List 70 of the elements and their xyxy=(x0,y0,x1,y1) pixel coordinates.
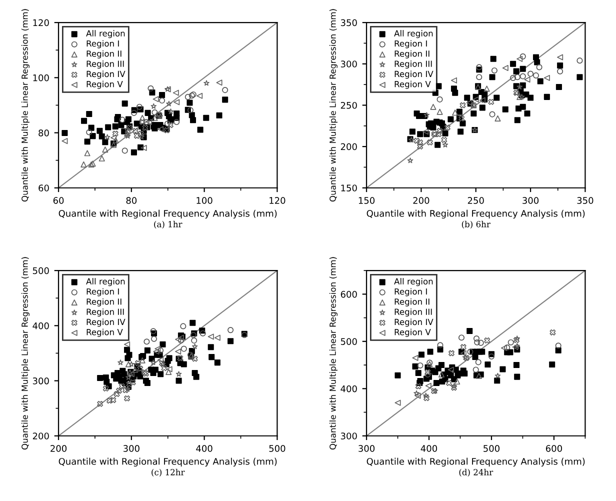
legend-label: Region V xyxy=(86,328,123,337)
y-axis-title: Quantile with Multiple Linear Regression (mm) xyxy=(329,257,338,450)
x-tick-label: 80 xyxy=(126,197,137,204)
legend-label: Region III xyxy=(394,308,432,317)
legend-label: Region V xyxy=(86,80,123,89)
x-axis-title: Quantile with Regional Frequency Analysis (mm) xyxy=(58,458,277,467)
x-axis-title: Quantile with Regional Frequency Analysis (mm) xyxy=(366,210,585,219)
y-tick-label: 80 xyxy=(38,129,49,136)
legend-label: Region III xyxy=(86,60,124,69)
text: (a) 1hr xyxy=(154,220,182,229)
legend-label: Region I xyxy=(394,40,427,48)
y-axis-title: Quantile with Multiple Linear Regression (mm) xyxy=(21,9,30,202)
y-tick-label: 500 xyxy=(340,338,357,345)
y-tick-label: 500 xyxy=(32,267,49,274)
x-tick-label: 350 xyxy=(577,197,594,204)
legend-label: Region II xyxy=(86,298,122,306)
y-tick-label: 300 xyxy=(32,377,49,384)
legend-label: Region I xyxy=(86,288,119,296)
y-tick-label: 400 xyxy=(32,322,49,330)
legend-label: Region III xyxy=(86,308,124,317)
legend-label: All region xyxy=(394,278,433,286)
legend-label: Region II xyxy=(394,50,430,58)
legend-label: Region II xyxy=(394,298,430,306)
y-tick-label: 300 xyxy=(340,60,357,68)
legend-label: All region xyxy=(394,30,433,38)
y-tick-label: 350 xyxy=(340,19,357,26)
x-tick-label: 250 xyxy=(468,197,484,204)
y-tick-label: 300 xyxy=(340,432,357,440)
x-tick-label: 400 xyxy=(420,445,438,452)
x-tick-label: 200 xyxy=(413,197,430,204)
legend-label: Region III xyxy=(394,60,432,69)
x-axis-title: Quantile with Regional Frequency Analysis (mm) xyxy=(58,210,277,219)
legend-label: Region IV xyxy=(86,318,126,327)
legend-label: Region II xyxy=(86,50,122,58)
x-tick-label: 120 xyxy=(270,197,286,204)
legend-label: All region xyxy=(86,30,125,38)
x-tick-label: 300 xyxy=(522,197,539,204)
legend-label: Region IV xyxy=(394,70,434,79)
y-tick-label: 150 xyxy=(341,184,357,192)
y-tick-label: 200 xyxy=(340,143,357,150)
y-tick-label: 400 xyxy=(340,385,357,392)
legend-label: Region V xyxy=(394,328,431,337)
x-tick-label: 60 xyxy=(53,197,64,204)
legend-label: Region I xyxy=(394,288,427,296)
x-tick-label: 500 xyxy=(269,445,286,452)
x-tick-label: 400 xyxy=(196,445,212,452)
y-axis-title: Quantile with Multiple Linear Regression (mm) xyxy=(21,257,30,450)
legend-label: Region I xyxy=(86,40,119,48)
y-tick-label: 100 xyxy=(33,74,49,82)
x-tick-label: 300 xyxy=(123,445,140,452)
x-tick-label: 200 xyxy=(50,445,67,452)
x-tick-label: 500 xyxy=(484,445,500,452)
legend-label: Region V xyxy=(394,80,431,89)
x-tick-label: 300 xyxy=(358,445,375,452)
x-tick-label: 600 xyxy=(546,445,562,452)
x-tick-label: 100 xyxy=(196,197,212,204)
y-tick-label: 250 xyxy=(340,102,357,109)
y-axis-title: Quantile with Multiple Linear Regression (mm) xyxy=(329,9,338,202)
y-tick-label: 120 xyxy=(33,19,49,26)
legend-label: All region xyxy=(86,278,125,286)
y-tick-label: 600 xyxy=(340,290,357,298)
text: (c) 12hr xyxy=(152,468,185,476)
text: (d) 24hr xyxy=(459,468,494,476)
legend-label: Region IV xyxy=(394,318,434,327)
x-axis-title: Quantile with Regional Frequency Analysis (mm) xyxy=(366,458,585,467)
y-tick-label: 200 xyxy=(32,432,49,440)
text: (b) 6hr xyxy=(462,220,490,229)
legend-label: Region IV xyxy=(86,70,126,79)
y-tick-label: 60 xyxy=(38,184,49,192)
x-tick-label: 150 xyxy=(358,197,375,204)
